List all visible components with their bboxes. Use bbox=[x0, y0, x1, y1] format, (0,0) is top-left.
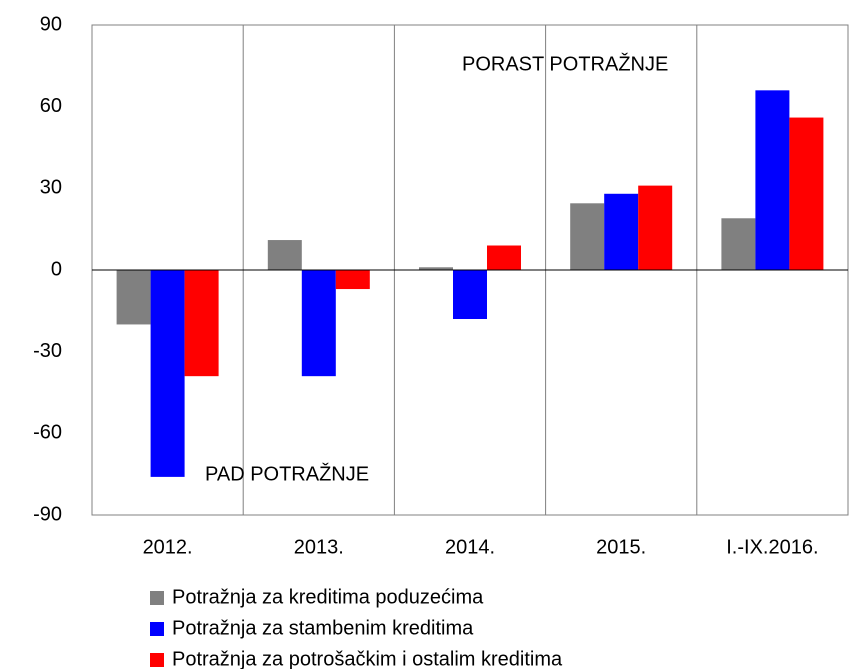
legend-label: Potražnja za potrošačkim i ostalim kredi… bbox=[172, 648, 563, 669]
bar bbox=[721, 218, 756, 270]
y-tick-label: 30 bbox=[40, 177, 62, 199]
legend-swatch bbox=[150, 591, 164, 605]
legend-swatch bbox=[150, 653, 164, 667]
bar bbox=[419, 267, 453, 270]
legend-label: Potražnja za kreditima poduzećima bbox=[172, 586, 484, 608]
y-tick-label: -60 bbox=[33, 422, 62, 444]
bar bbox=[301, 270, 336, 377]
legend-swatch bbox=[150, 622, 164, 636]
bar bbox=[789, 117, 824, 270]
legend-label: Potražnja za stambenim kreditima bbox=[172, 617, 474, 639]
bar bbox=[184, 270, 219, 377]
annotation: PORAST POTRAŽNJE bbox=[462, 52, 668, 75]
x-tick-label: 2013. bbox=[294, 536, 344, 558]
bar bbox=[267, 240, 302, 270]
bar bbox=[604, 193, 639, 270]
y-tick-label: 0 bbox=[51, 258, 62, 280]
bar bbox=[755, 90, 790, 270]
x-tick-label: 2012. bbox=[143, 536, 193, 558]
x-tick-label: I.-IX.2016. bbox=[726, 536, 818, 558]
bar bbox=[638, 185, 673, 270]
y-tick-label: -30 bbox=[33, 340, 62, 362]
y-tick-label: 90 bbox=[40, 13, 62, 35]
bar bbox=[150, 270, 185, 477]
bar bbox=[453, 270, 487, 319]
y-tick-label: -90 bbox=[33, 503, 62, 525]
bar bbox=[116, 270, 151, 325]
x-tick-label: 2015. bbox=[596, 536, 646, 558]
x-tick-label: 2014. bbox=[445, 536, 495, 558]
bar bbox=[570, 203, 605, 270]
bar bbox=[487, 245, 521, 270]
y-tick-label: 60 bbox=[40, 95, 62, 117]
bar bbox=[335, 270, 370, 290]
annotation: PAD POTRAŽNJE bbox=[205, 462, 369, 485]
